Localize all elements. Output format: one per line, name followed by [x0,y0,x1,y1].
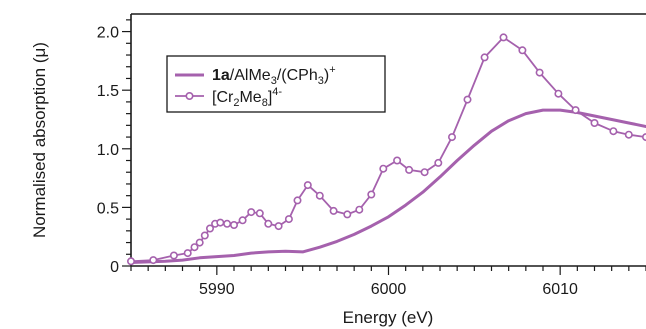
data-point-cr2me8 [518,46,527,55]
data-point-cr2me8 [200,231,209,240]
data-point-cr2me8 [379,164,388,173]
legend-label-cr2me8-part3: ] [268,89,272,106]
data-point-cr2me8 [293,196,302,205]
x-axis-title: Energy (eV) [343,308,434,327]
data-point-cr2me8 [447,133,456,142]
data-point-cr2me8 [190,243,199,252]
x-tick-label: 5990 [199,281,235,298]
x-tick-label: 6000 [371,281,407,298]
data-point-cr2me8 [169,251,178,260]
data-point-cr2me8 [367,190,376,199]
legend-label-cr2me8-sub2: 8 [262,97,268,109]
data-point-cr2me8 [264,219,273,228]
data-point-cr2me8 [315,191,324,200]
legend-label-1a-part3: ) [324,67,329,84]
plot-area: 0 0.5 1.0 1.5 2.0 5990 6000 6010 [97,13,646,298]
data-point-cr2me8 [223,219,232,228]
legend-label-1a-bold: 1a [212,67,230,84]
y-axis-title: Normalised absorption (μ) [30,42,49,238]
y-tick-label: 1.5 [97,83,119,100]
legend-swatch-marker [185,92,194,101]
data-point-cr2me8 [434,158,443,167]
legend-label-1a-sub1: 3 [271,75,277,87]
legend-label-cr2me8: [Cr2Me8]4- [212,86,282,109]
data-point-cr2me8 [554,89,563,98]
data-point-cr2me8 [149,256,158,265]
data-point-cr2me8 [274,222,283,231]
y-tick-label: 0.5 [97,200,119,217]
data-point-cr2me8 [195,238,204,247]
legend-label-1a-sup: + [329,64,335,76]
axis-ticks [122,19,646,275]
legend-entry-cr2me8: [Cr2Me8]4- [175,86,282,109]
data-point-cr2me8 [405,165,414,174]
data-point-cr2me8 [183,249,192,258]
series-line-1a [129,108,646,264]
legend-label-cr2me8-sub1: 2 [233,97,239,109]
data-point-cr2me8 [420,168,429,177]
legend-label-1a-part1: /AlMe [230,67,271,84]
data-point-cr2me8 [535,68,544,77]
data-point-cr2me8 [127,257,136,266]
legend-label-1a-sub2: 3 [318,75,324,87]
legend-entry-1a: 1a/AlMe3/(CPh3)+ [175,64,336,87]
legend-label-1a-part2: /(CPh [277,67,318,84]
data-point-cr2me8 [230,221,239,230]
data-point-cr2me8 [624,130,633,139]
data-point-cr2me8 [355,205,364,214]
y-tick-label: 0 [110,259,119,276]
data-point-cr2me8 [590,119,599,128]
data-point-cr2me8 [206,224,215,233]
data-point-cr2me8 [284,215,293,224]
data-point-cr2me8 [571,106,580,115]
data-point-cr2me8 [480,53,489,62]
legend-label-cr2me8-sup: 4- [272,86,282,98]
axis-tick-labels: 0 0.5 1.0 1.5 2.0 5990 6000 6010 [97,25,578,298]
data-point-cr2me8 [343,210,352,219]
data-point-cr2me8 [255,209,264,218]
legend-box [166,55,386,113]
data-point-cr2me8 [303,181,312,190]
data-point-cr2me8 [216,218,225,227]
data-point-cr2me8 [499,33,508,42]
y-tick-label: 1.0 [97,142,119,159]
x-tick-label: 6010 [542,281,578,298]
legend: 1a/AlMe3/(CPh3)+ [Cr2Me8]4- [166,55,386,113]
y-tick-label: 2.0 [97,25,119,42]
data-point-cr2me8 [609,127,618,136]
data-point-cr2me8 [329,206,338,215]
data-point-cr2me8 [247,208,256,217]
data-point-cr2me8 [238,216,247,225]
legend-label-cr2me8-part2: Me [239,89,261,106]
series-layer [127,33,646,266]
data-point-cr2me8 [393,156,402,165]
legend-label-cr2me8-part1: [Cr [212,89,234,106]
data-point-cr2me8 [463,95,472,104]
legend-label-1a: 1a/AlMe3/(CPh3)+ [212,64,336,87]
